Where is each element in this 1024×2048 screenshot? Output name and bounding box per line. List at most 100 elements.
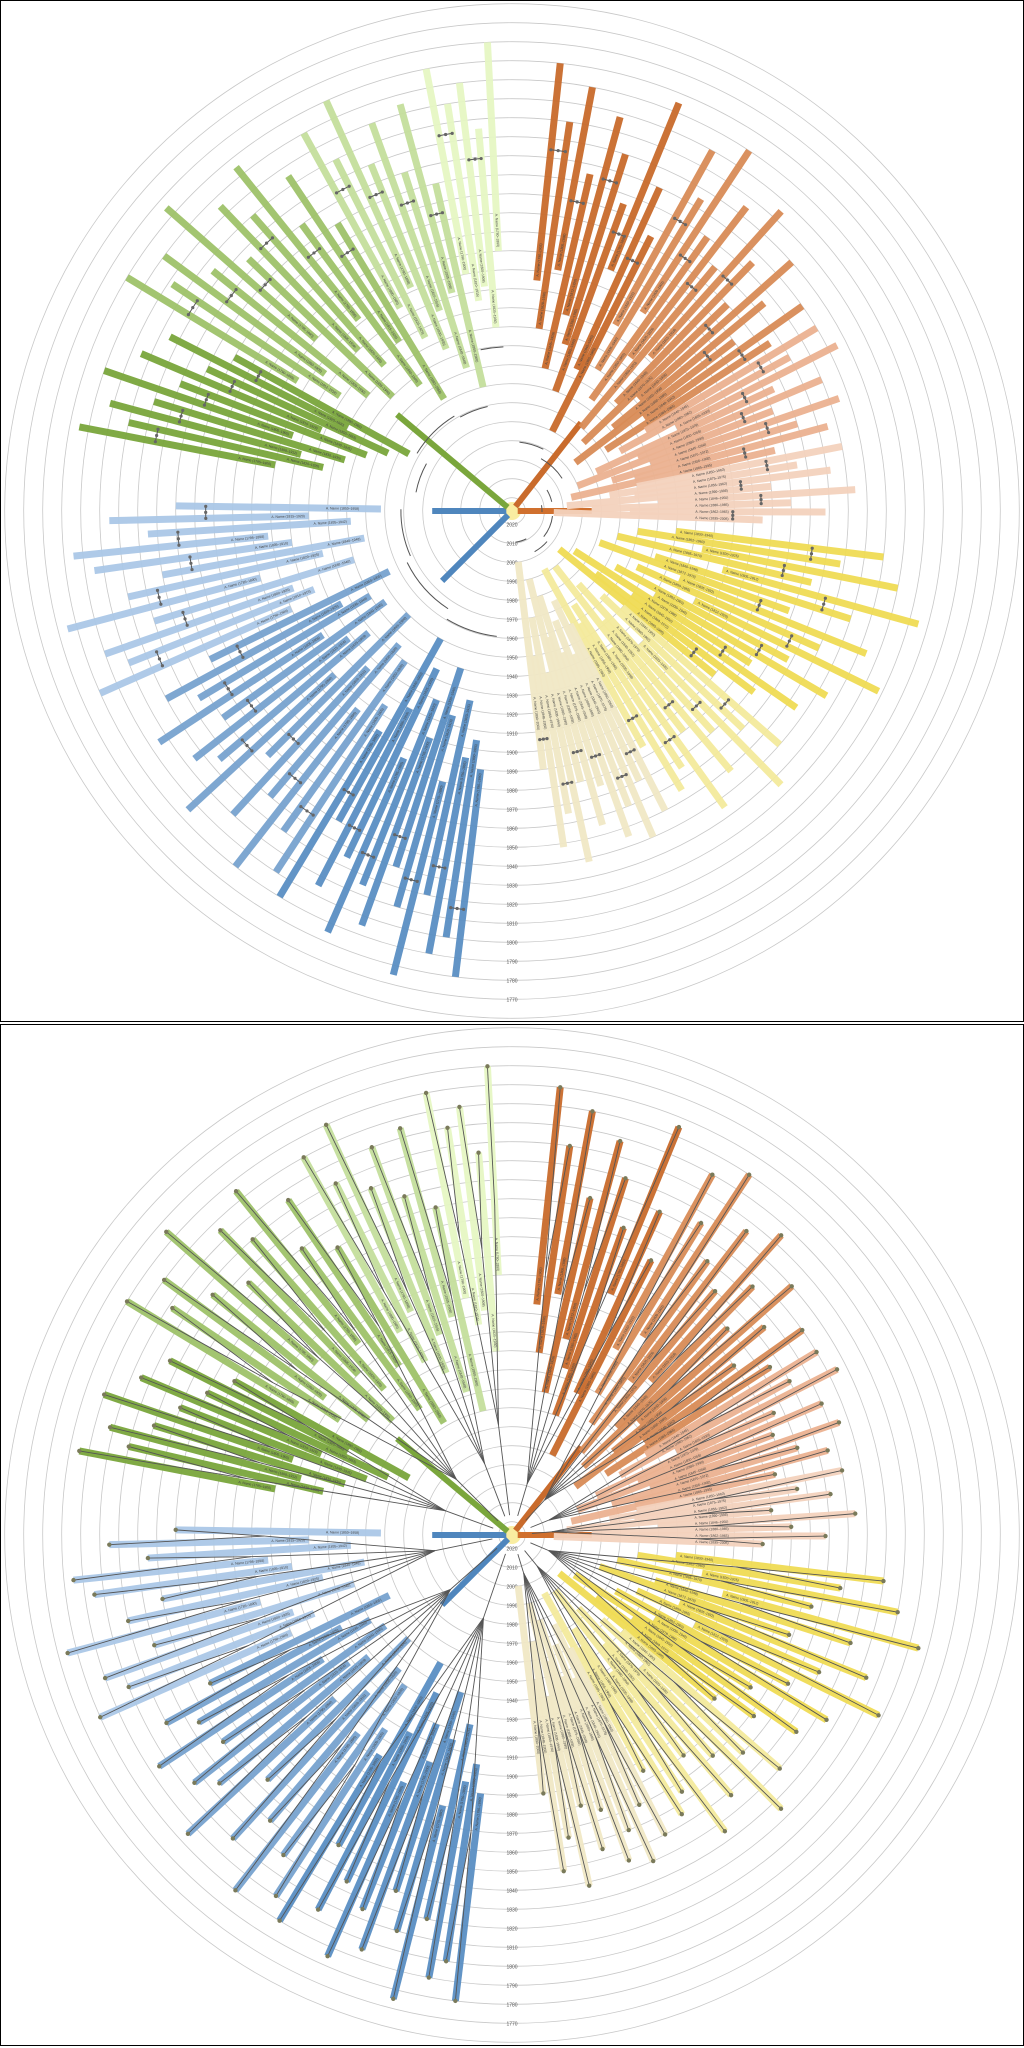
tree-leaf-node — [679, 1789, 685, 1794]
person-bar — [425, 1780, 470, 1979]
person-bar — [572, 1571, 753, 1691]
tree-leaf-node — [795, 1445, 800, 1450]
person-bar — [208, 1592, 391, 1687]
person-bar — [641, 1327, 805, 1445]
person-bar — [232, 1730, 361, 1893]
bracket-node — [259, 246, 263, 251]
person-bar — [535, 1145, 574, 1354]
person-bar — [528, 616, 572, 815]
person-bar — [285, 174, 402, 344]
bracket-node — [467, 158, 471, 162]
tree-branch — [434, 1538, 493, 1552]
person-bar — [634, 1447, 829, 1506]
person-bar — [280, 658, 408, 834]
bracket-node — [694, 647, 698, 651]
person-bar — [610, 1324, 767, 1455]
person-label: A. Name (1790–1900) — [457, 237, 467, 271]
bracket-node — [291, 737, 296, 741]
person-label: A. Name (1820–1925) — [406, 1328, 425, 1360]
bracket-node — [342, 788, 346, 792]
person-bar — [525, 1602, 585, 1807]
tree-branch — [548, 1550, 737, 1568]
tree-branch — [700, 1509, 772, 1515]
person-label: A. Name (1825–1930) — [490, 290, 497, 324]
person-label: A. Name (1846–1950) — [695, 496, 729, 502]
bracket-node — [366, 853, 370, 857]
tree-leaf-node — [881, 1578, 886, 1584]
tree-leaf-node — [151, 1423, 157, 1428]
tree-branch — [548, 1469, 712, 1521]
tree-branch — [301, 1248, 356, 1332]
tree-leaf-node — [360, 1906, 365, 1912]
tree-branch — [637, 1689, 684, 1756]
year-ring — [194, 1217, 830, 1853]
bracket-node — [723, 645, 727, 649]
year-ring — [137, 136, 887, 886]
tree-branch — [307, 1589, 451, 1717]
bracket-node — [743, 451, 747, 455]
tree-leaf-node — [246, 1280, 251, 1285]
year-tick-label: 1910 — [506, 1755, 517, 1761]
tree-branch — [545, 1087, 561, 1274]
year-tick-label: 1980 — [506, 598, 517, 604]
year-tick-label: 1780 — [506, 978, 517, 984]
person-bar — [607, 646, 728, 810]
person-bar — [168, 1357, 350, 1455]
tree-branch — [560, 1111, 593, 1301]
tree-leaf-node — [71, 1577, 76, 1583]
tree-branch — [362, 1798, 403, 1910]
tree-leaf-node — [333, 1181, 338, 1186]
tree-branch — [536, 1565, 634, 1712]
person-label: A. Name (1838–1940) — [550, 694, 561, 727]
person-bar — [230, 1689, 371, 1841]
person-bar — [630, 1615, 799, 1735]
bracket-node — [443, 866, 447, 870]
person-bar — [127, 1443, 324, 1495]
tree-leaf-node — [210, 1292, 215, 1297]
tree-branch — [517, 1483, 528, 1516]
bracket-node — [743, 395, 747, 400]
person-bar — [530, 1679, 568, 1872]
person-label: A. Name (1825–1930) — [338, 1395, 367, 1419]
tree-branch — [109, 1535, 265, 1546]
tree-leaf-node — [359, 1947, 364, 1952]
person-label: A. Name (1795–1900) — [238, 456, 272, 466]
tree-branch — [470, 1617, 484, 1832]
tree-leaf-node — [651, 1858, 656, 1864]
person-bar — [423, 1723, 474, 1920]
tree-leaf-node — [740, 1750, 746, 1755]
tree-branch — [481, 1249, 499, 1426]
person-bar — [153, 398, 346, 464]
bracket-node — [254, 378, 258, 383]
tree-branch — [388, 1617, 484, 1783]
tree-branch — [526, 1273, 546, 1484]
group-bracket — [515, 538, 527, 543]
tree-branch — [679, 1646, 797, 1733]
person-bar — [570, 1676, 657, 1863]
tree-branch — [337, 1247, 380, 1327]
year-tick-label: 2010 — [506, 541, 517, 547]
person-bar — [557, 1570, 717, 1702]
tree-leaf-node — [98, 1715, 103, 1720]
person-label: A. Name (1815–1920) — [271, 1538, 304, 1543]
person-label: A. Name (1846–1950) — [695, 1520, 729, 1526]
person-bar — [570, 1626, 685, 1794]
bracket-node — [731, 517, 735, 521]
tree-branch — [355, 1330, 457, 1480]
person-label: A. Name (1840–1945) — [320, 436, 353, 452]
tree-branch — [583, 1178, 626, 1292]
person-bar — [367, 1186, 450, 1375]
tree-leaf-node — [230, 1836, 236, 1841]
person-bar — [315, 706, 413, 888]
bracket-node — [625, 256, 630, 260]
person-label: A. Name (1865–1970) — [544, 695, 554, 729]
tree-leaf-node — [426, 1975, 432, 1980]
bracket-node — [725, 278, 729, 282]
tree-branch — [609, 1703, 683, 1815]
bracket-node — [189, 561, 193, 565]
person-bar — [324, 756, 408, 934]
tree-branch — [544, 1361, 674, 1501]
person-bar — [396, 1127, 456, 1318]
bracket-node — [759, 365, 763, 369]
person-bar — [392, 1691, 465, 1892]
